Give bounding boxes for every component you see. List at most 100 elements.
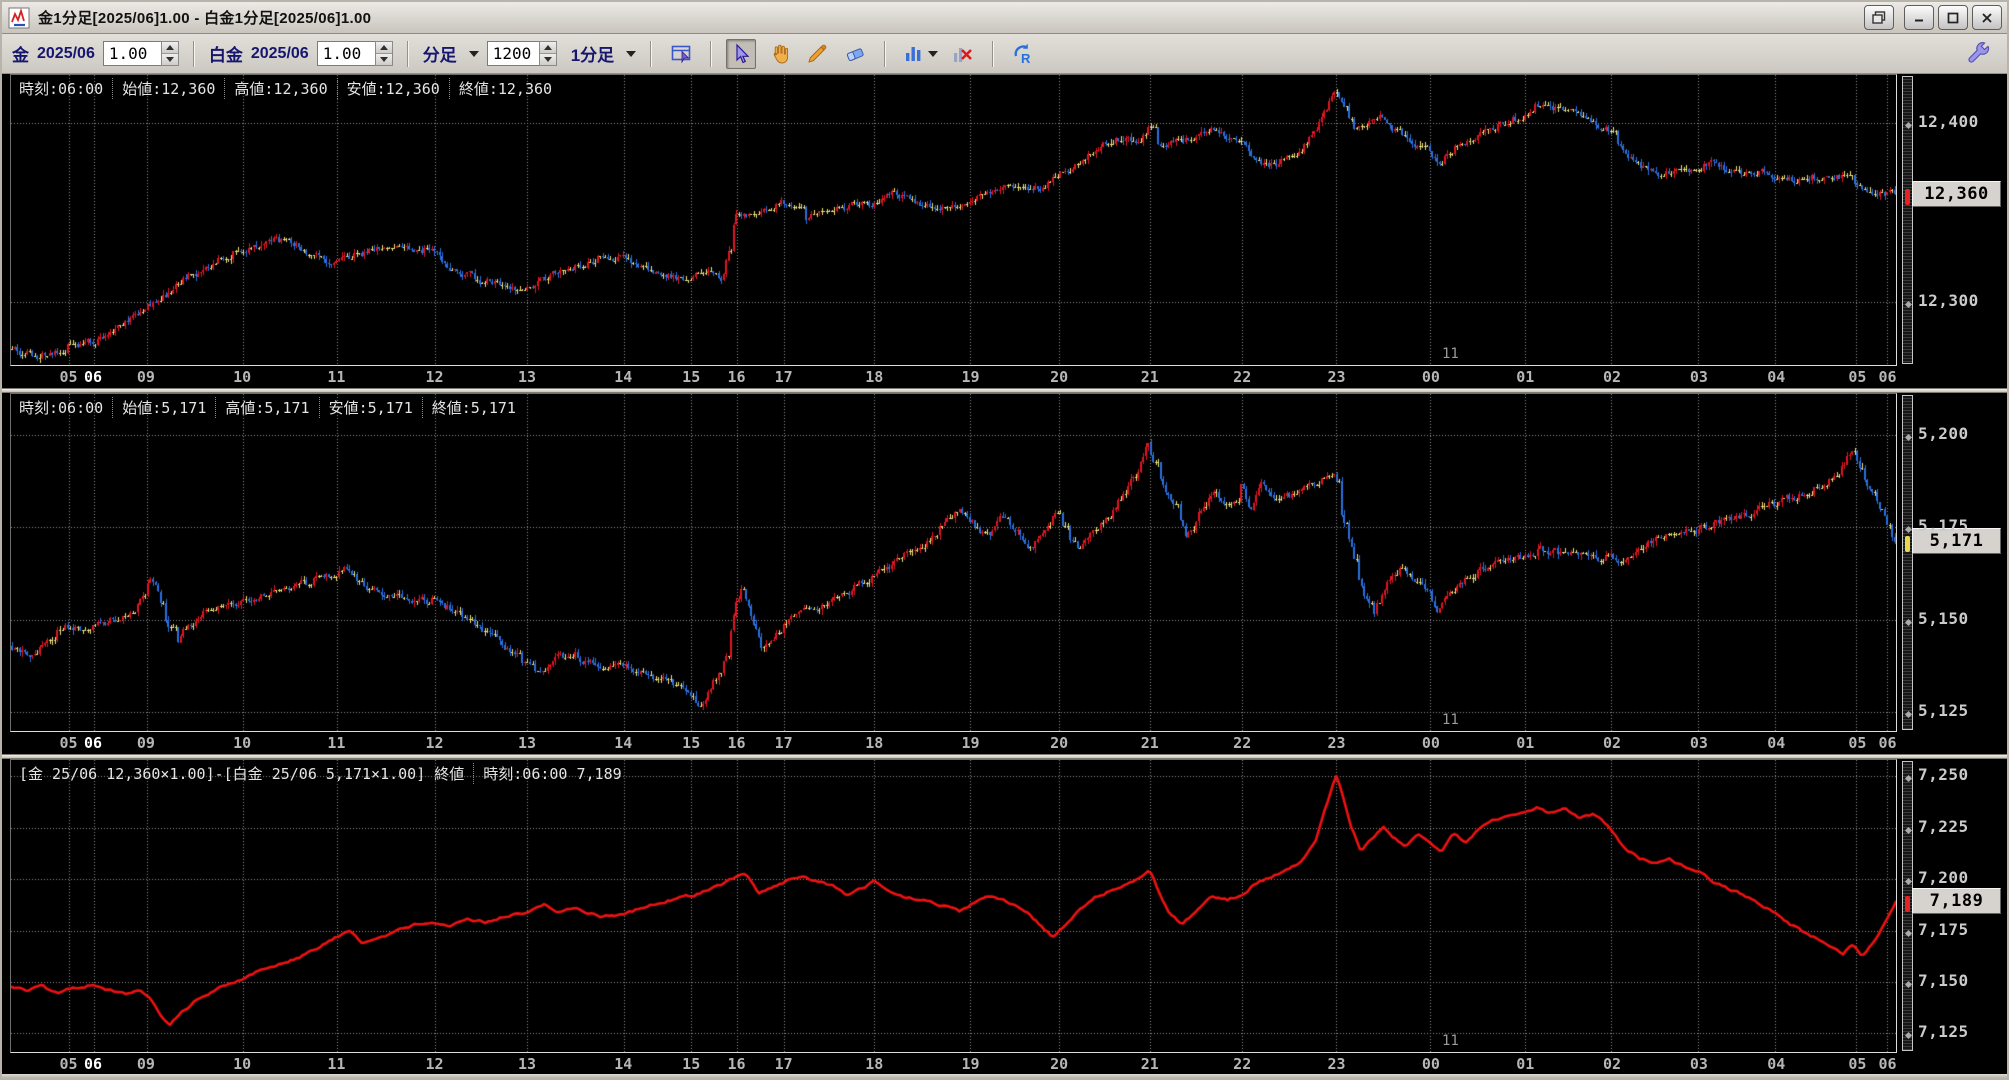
price-tick-label: 12,300 — [1918, 291, 1979, 311]
pane-splitter[interactable] — [2, 388, 2007, 393]
platinum-multiplier-spinner[interactable] — [374, 41, 393, 66]
clear-drawings-icon — [954, 47, 973, 62]
chart-mode-button[interactable] — [666, 39, 696, 69]
time-axis-label: 05 — [59, 1055, 78, 1073]
price-tick-label: 7,150 — [1918, 971, 1969, 991]
chart-canvas[interactable] — [11, 760, 1896, 1052]
bar-style-icon — [905, 46, 921, 61]
toolbar: 金 2025/06 白金 2025/06 分足 1分足 — [2, 34, 2007, 74]
timeframe-dropdown[interactable]: 1分足 — [570, 46, 615, 65]
time-axis-label: 20 — [1050, 1055, 1069, 1073]
chevron-down-icon[interactable] — [626, 50, 637, 57]
pane-splitter[interactable] — [2, 754, 2007, 759]
toolbar-separator — [406, 40, 409, 67]
svg-text:R: R — [1021, 51, 1031, 66]
time-axis-label: 04 — [1767, 1055, 1786, 1073]
chevron-down-icon[interactable] — [468, 50, 479, 57]
current-price-marker — [1905, 895, 1910, 912]
scale-tick-mark — [1904, 981, 1913, 989]
time-axis: 05 06 09 10 11 12 13 14 15 16 17 18 19 20 21 22 23 00 01 02… — [2, 366, 2007, 388]
ohlc-info-bar: 時刻:06:00 始値:12,360 高値:12,360 安値:12,360 終値:12… — [17, 78, 561, 99]
platinum-multiplier-input[interactable] — [316, 41, 375, 66]
info-field: 終値:12,360 — [458, 80, 553, 98]
maximize-button[interactable] — [1938, 5, 1968, 30]
last-price-box: 7,189 — [1912, 887, 2001, 914]
time-axis-label: 21 — [1140, 368, 1159, 386]
scale-tick-mark — [1904, 878, 1913, 886]
time-axis-label: 04 — [1767, 734, 1786, 752]
last-price-box: 5,171 — [1912, 528, 2001, 555]
time-axis-label: 23 — [1327, 368, 1346, 386]
price-scale-slider[interactable] — [1902, 76, 1913, 364]
time-axis-label: 23 — [1327, 734, 1346, 752]
time-axis-label: 18 — [865, 368, 884, 386]
chart-canvas[interactable] — [11, 394, 1896, 731]
chart-canvas[interactable] — [11, 75, 1896, 365]
current-price-marker — [1905, 188, 1910, 205]
date-marker-label: 11 — [1441, 346, 1459, 362]
time-axis-label: 19 — [961, 734, 980, 752]
clear-drawings-button[interactable] — [948, 39, 978, 69]
minimize-button[interactable] — [1904, 5, 1934, 30]
bar-style-dropdown-button[interactable] — [900, 39, 940, 69]
time-axis-label: 02 — [1603, 734, 1622, 752]
time-axis-label: 14 — [614, 368, 633, 386]
info-field: 時刻:06:00 7,189 — [483, 765, 622, 783]
gold-multiplier-spinner[interactable] — [160, 41, 179, 66]
current-price-marker — [1905, 536, 1910, 553]
bar-type-dropdown[interactable]: 分足 — [422, 46, 457, 65]
time-axis-label: 11 — [327, 734, 346, 752]
time-axis-label: 22 — [1233, 368, 1252, 386]
info-field: 安値:12,360 — [338, 78, 450, 99]
date-marker-label: 11 — [1441, 712, 1459, 728]
price-tick-label: 7,200 — [1918, 868, 1969, 888]
app-icon — [8, 7, 30, 28]
time-axis-label: 00 — [1421, 368, 1440, 386]
time-axis-label: 03 — [1689, 1055, 1708, 1073]
time-axis-label: 15 — [682, 734, 701, 752]
time-axis-label: 00 — [1421, 1055, 1440, 1073]
chart-pane-platinum: 時刻:06:00 始値:5,171 高値:5,171 安値:5,171 終値:5,171… — [2, 393, 2007, 754]
reload-button[interactable]: R — [1008, 39, 1038, 69]
window-bottom-edge — [2, 1074, 2007, 1078]
draw-line-button[interactable] — [802, 39, 832, 69]
time-axis-label: 10 — [233, 368, 252, 386]
cascade-window-button[interactable] — [1864, 5, 1894, 30]
chart-plot-area[interactable]: 時刻:06:00 始値:5,171 高値:5,171 安値:5,171 終値:5,171… — [10, 393, 1897, 732]
eraser-button[interactable] — [840, 39, 870, 69]
time-axis-label: 05 — [1848, 1055, 1867, 1073]
time-axis-label: 01 — [1516, 734, 1535, 752]
bar-count-spinner[interactable] — [538, 41, 557, 66]
cursor-select-icon — [736, 43, 750, 63]
title-bar[interactable]: 金1分足[2025/06]1.00 - 白金1分足[2025/06]1.00 — [2, 2, 2007, 34]
time-axis-label: 05 — [1848, 734, 1867, 752]
info-field: 始値:12,360 — [113, 78, 226, 99]
chart-plot-area[interactable]: 時刻:06:00 始値:12,360 高値:12,360 安値:12,360 終値:12… — [10, 74, 1897, 366]
gold-multiplier-input[interactable] — [102, 41, 161, 66]
window-title: 金1分足[2025/06]1.00 - 白金1分足[2025/06]1.00 — [38, 10, 372, 27]
scale-tick-mark — [1904, 122, 1913, 130]
scale-tick-mark — [1904, 526, 1913, 534]
cursor-select-button[interactable] — [726, 38, 757, 69]
bar-count-input[interactable] — [486, 41, 539, 66]
scale-tick-mark — [1904, 826, 1913, 834]
pan-hand-button[interactable] — [764, 39, 794, 69]
scale-tick-mark — [1904, 301, 1913, 309]
time-axis-label: 21 — [1140, 734, 1159, 752]
time-axis-label: 09 — [136, 368, 155, 386]
time-axis-label: 05 — [59, 368, 78, 386]
time-axis-label: 13 — [518, 734, 537, 752]
price-scale-slider[interactable] — [1902, 395, 1913, 730]
pan-hand-icon — [773, 44, 789, 63]
time-axis-label: 06 — [1878, 734, 1897, 752]
time-axis-label: 03 — [1689, 368, 1708, 386]
close-button[interactable] — [1972, 5, 2002, 30]
time-axis-label: 16 — [727, 368, 746, 386]
wrench-icon[interactable] — [1965, 40, 1993, 68]
ohlc-info-bar: 時刻:06:00 始値:5,171 高値:5,171 安値:5,171 終値:5,171 — [17, 397, 525, 418]
info-field: [金 25/06 12,360×1.00]-[白金 25/06 5,171×1.… — [17, 763, 475, 784]
time-axis-label: 15 — [682, 368, 701, 386]
time-axis: 05 06 09 10 11 12 13 14 15 16 17 18 19 20 21 22 23 00 01 02… — [2, 1053, 2007, 1075]
chart-plot-area[interactable]: [金 25/06 12,360×1.00]-[白金 25/06 5,171×1.… — [10, 759, 1897, 1053]
